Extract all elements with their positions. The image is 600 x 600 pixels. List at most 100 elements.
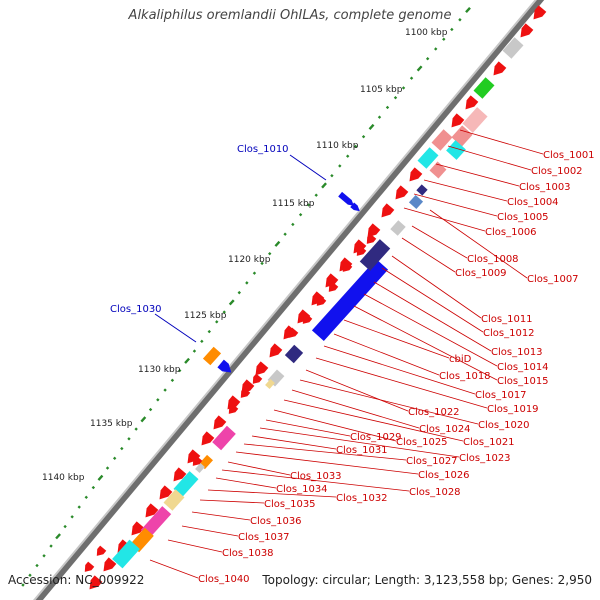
minor-tick <box>353 144 358 149</box>
minor-tick <box>425 57 430 61</box>
kbp-label: 1100 kbp <box>405 28 448 38</box>
gene-label: Clos_1012 <box>483 328 535 339</box>
gene-arrow <box>533 5 547 20</box>
gene-label: Clos_1018 <box>439 371 491 382</box>
leader-line-red <box>283 399 464 442</box>
gene-box <box>417 147 439 169</box>
leader-line-red <box>299 379 479 425</box>
gene-arrow <box>213 415 227 430</box>
minor-tick <box>70 515 74 519</box>
minor-tick <box>207 329 211 334</box>
gene-arrow <box>103 557 117 572</box>
major-tick <box>368 123 375 130</box>
minor-tick <box>63 524 67 529</box>
minor-tick <box>105 466 110 470</box>
gene-label: Clos_1013 <box>491 347 543 358</box>
major-tick <box>228 299 235 306</box>
gene-label: Clos_1015 <box>497 376 549 387</box>
minor-tick <box>112 456 117 460</box>
kbp-label: 1125 kbp <box>184 311 227 321</box>
gene-label: Clos_1017 <box>475 390 527 401</box>
minor-tick <box>84 495 88 499</box>
gene-block <box>112 539 140 569</box>
gene-arrow-small <box>316 295 327 306</box>
leader-line-red <box>343 319 450 359</box>
major-tick <box>55 533 61 540</box>
gene-arrow <box>201 431 215 446</box>
kbp-label: 1110 kbp <box>316 141 359 151</box>
gene-block <box>429 161 447 179</box>
gene-arrow-small <box>240 387 251 398</box>
gene-block <box>212 425 236 451</box>
topology-text: Topology: circular; Length: 3,123,558 bp… <box>262 573 592 587</box>
minor-tick <box>134 427 138 431</box>
leader-line-red <box>259 427 460 458</box>
gene-arrow <box>173 467 187 482</box>
gene-label: Clos_1020 <box>478 420 530 431</box>
gene-label: Clos_1035 <box>264 499 316 510</box>
gene-block <box>462 107 488 133</box>
minor-tick <box>91 485 96 490</box>
leader-line-red <box>265 419 351 437</box>
gene-arrow-small <box>356 245 367 256</box>
leader-line-red <box>243 443 407 461</box>
major-tick <box>416 65 423 72</box>
leader-line-red <box>401 237 456 273</box>
leader-line-red <box>435 163 520 187</box>
gene-label-blue: Clos_1010 <box>237 144 289 155</box>
leader-line-red <box>363 293 498 367</box>
minor-tick <box>268 251 272 256</box>
leader-line-red <box>333 333 440 376</box>
gene-block <box>173 471 199 497</box>
leader-line-red <box>251 435 337 450</box>
gene-arrow-small <box>302 313 313 324</box>
minor-tick <box>148 407 153 412</box>
minor-tick <box>260 261 264 266</box>
gene-label: Clos_1023 <box>459 453 511 464</box>
gene-label: Clos_1026 <box>418 470 470 481</box>
gene-arrow <box>89 575 103 590</box>
leader-line-red <box>199 499 265 504</box>
minor-tick <box>178 368 182 373</box>
kbp-label: 1115 kbp <box>272 199 315 209</box>
gene-label: Clos_1011 <box>481 314 533 325</box>
leader-line-red <box>221 469 410 492</box>
gene-arrow <box>367 223 381 238</box>
gene-arrow <box>269 343 283 358</box>
leader-line-blue <box>154 313 197 343</box>
gene-block <box>359 239 391 271</box>
gene-box <box>502 37 524 59</box>
gene-arrow <box>145 503 159 518</box>
gene-arrow-small <box>84 561 95 572</box>
gene-label: Clos_1002 <box>531 166 583 177</box>
leader-line-red <box>447 145 532 171</box>
gene-arrow-small <box>228 403 239 414</box>
leader-line-red <box>215 477 277 489</box>
minor-tick <box>77 505 81 509</box>
minor-tick <box>330 173 334 178</box>
gene-block <box>163 489 185 511</box>
leader-line-red <box>353 305 498 381</box>
gene-block <box>390 220 406 236</box>
gene-arrow-small <box>96 545 107 556</box>
minor-tick <box>393 96 398 100</box>
minor-tick <box>314 193 318 197</box>
gene-arrow-clos-1030 <box>217 359 232 373</box>
gene-arrow <box>381 203 395 218</box>
gene-box <box>431 129 453 151</box>
gene-label: cbiD <box>449 354 472 365</box>
leader-line-red <box>403 207 486 232</box>
gene-label: Clos_1024 <box>419 424 471 435</box>
gene-arrow-small <box>192 455 203 466</box>
minor-tick <box>338 164 342 168</box>
leader-line-red <box>149 559 199 579</box>
gene-box <box>473 77 495 99</box>
gene-block <box>416 184 428 196</box>
gene-label: Clos_1038 <box>222 548 274 559</box>
minor-tick <box>192 349 197 353</box>
gene-label: Clos_1006 <box>485 227 537 238</box>
gene-label: Clos_1014 <box>497 362 549 373</box>
minor-tick <box>127 437 131 441</box>
leader-line-red <box>423 179 508 202</box>
